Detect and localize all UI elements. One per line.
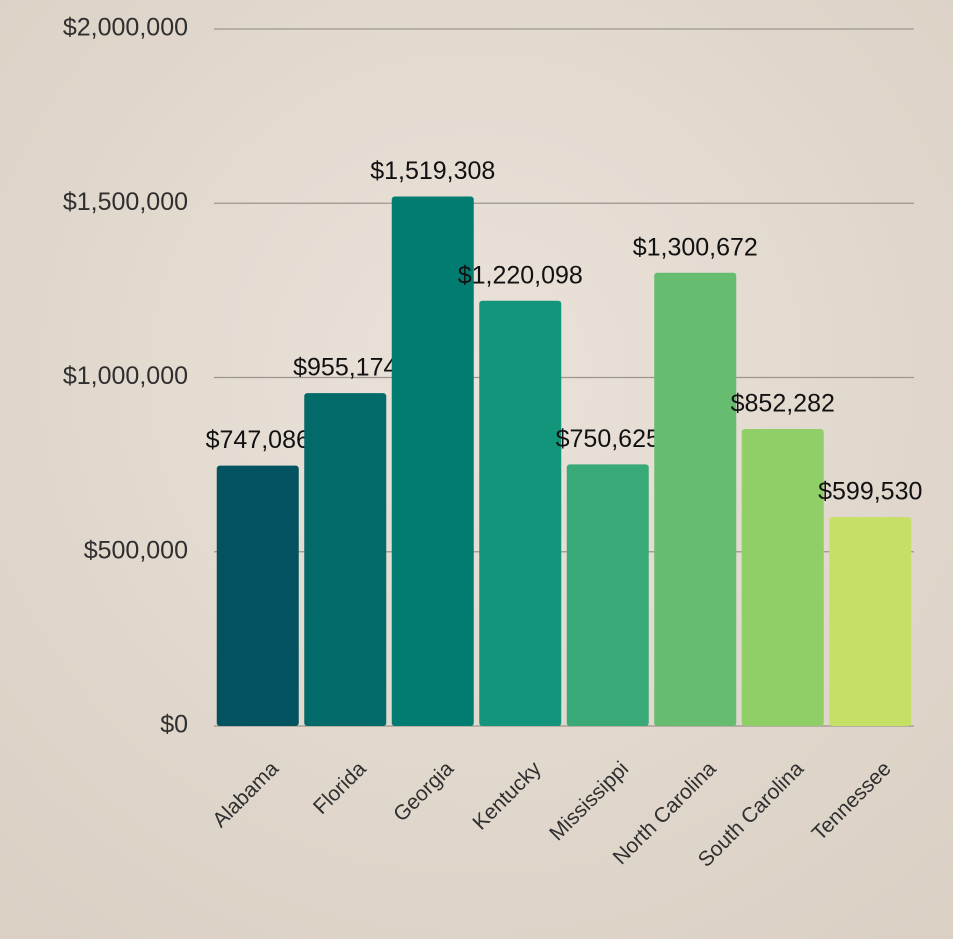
value-label: $750,625 [556, 425, 660, 453]
bar [741, 428, 824, 726]
bar [829, 517, 912, 726]
y-tick-label: $500,000 [84, 536, 188, 564]
bar [479, 300, 562, 726]
value-label: $955,174 [293, 354, 397, 382]
value-label: $599,530 [818, 478, 922, 506]
y-tick-label: $0 [160, 711, 188, 739]
bar [304, 393, 387, 726]
bar [566, 464, 649, 726]
value-label: $1,300,672 [633, 233, 758, 261]
y-tick-label: $2,000,000 [63, 14, 188, 42]
bar [654, 272, 737, 726]
y-tick-label: $1,500,000 [63, 188, 188, 216]
bar [391, 196, 474, 726]
value-label: $1,519,308 [370, 157, 495, 185]
value-label: $747,086 [206, 426, 310, 454]
bar [216, 465, 299, 726]
value-label: $1,220,098 [458, 261, 583, 289]
y-tick-label: $1,000,000 [63, 362, 188, 390]
value-label: $852,282 [731, 390, 835, 418]
